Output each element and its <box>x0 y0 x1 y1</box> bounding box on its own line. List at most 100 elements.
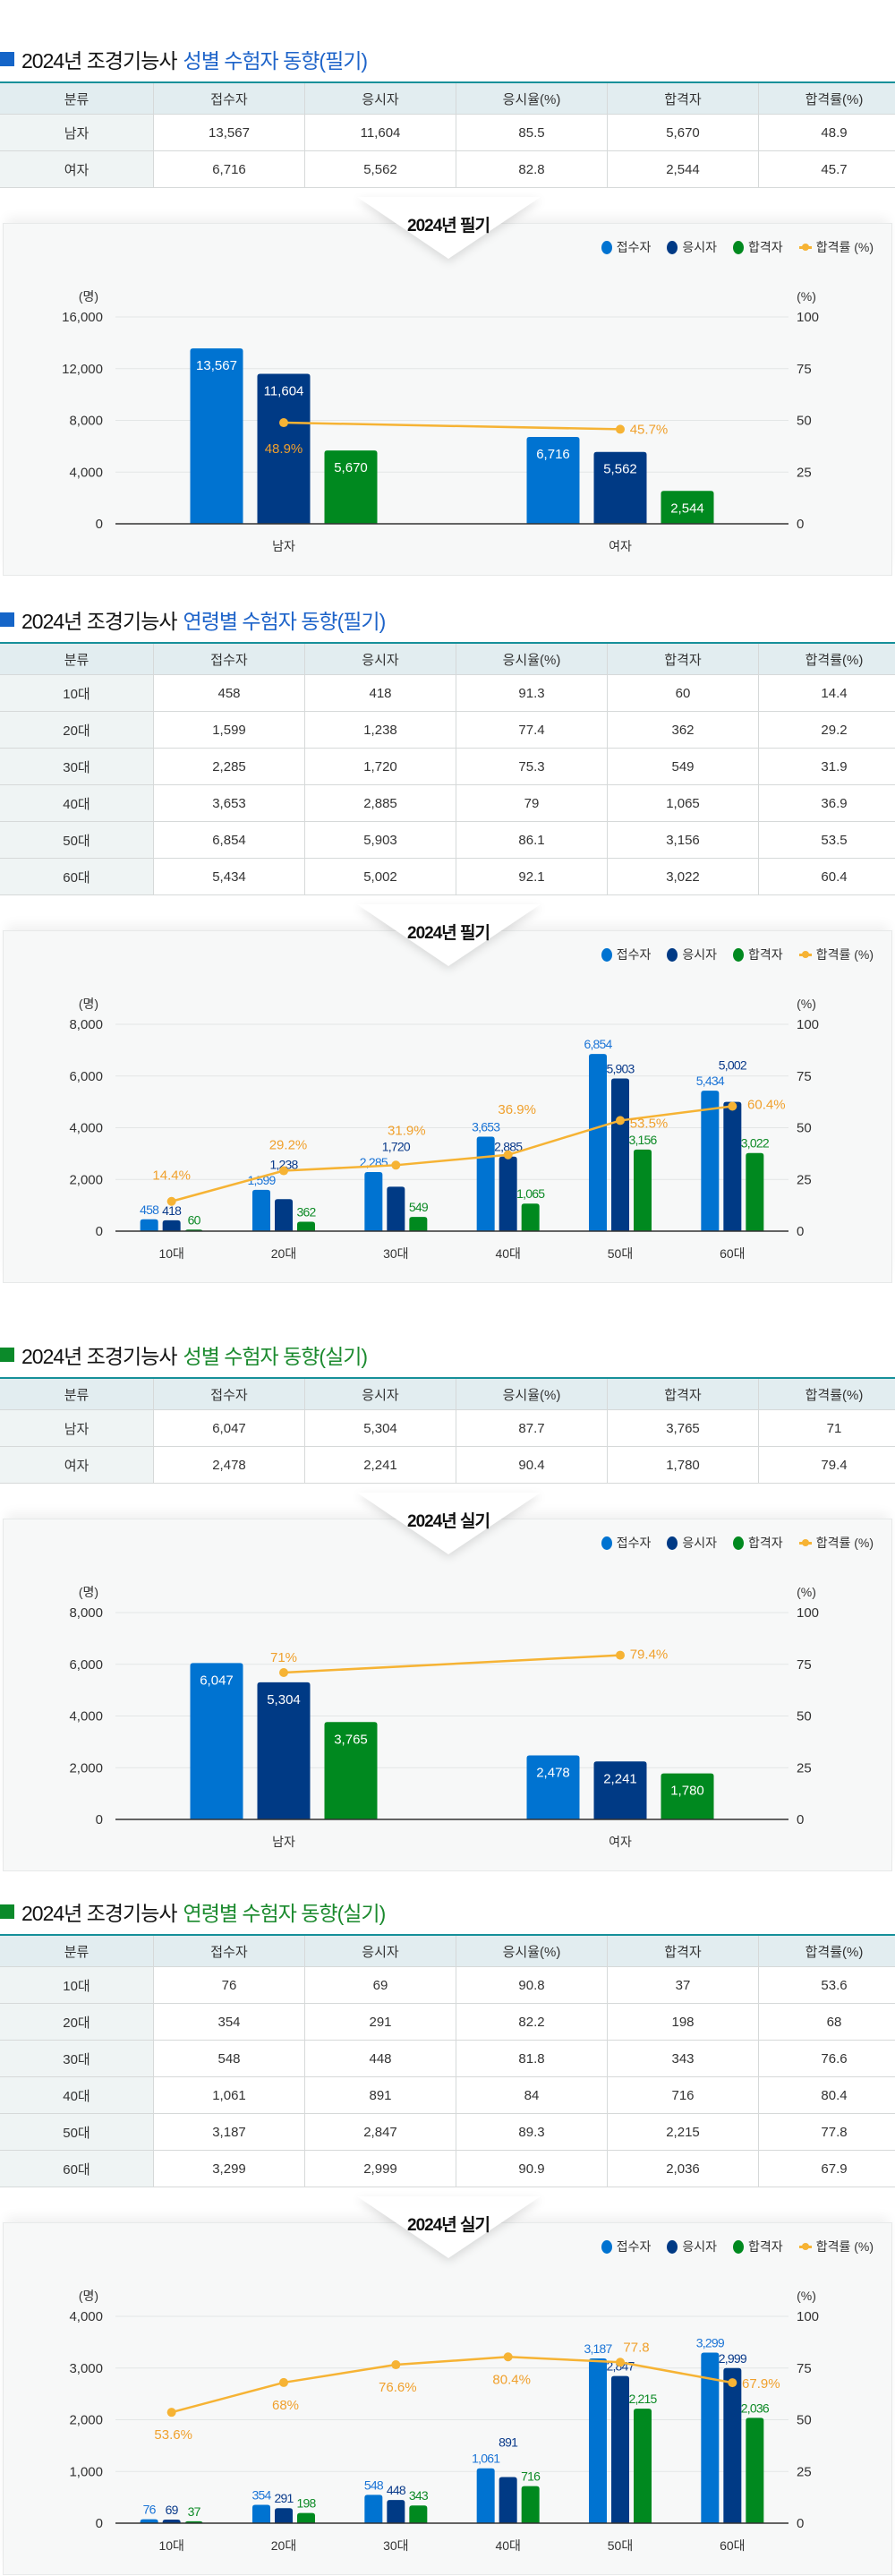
bar-접수자 <box>252 1190 270 1231</box>
column-header: 응시자 <box>305 82 456 115</box>
column-header: 접수자 <box>154 82 305 115</box>
table-cell: 53.6 <box>759 1967 895 2004</box>
pass-rate-point <box>504 1151 513 1160</box>
x-category-label: 20대 <box>271 1246 296 1261</box>
x-category-label: 20대 <box>271 2538 296 2553</box>
y-left-tick-label: 2,000 <box>69 1172 103 1187</box>
table-cell: 76.6 <box>759 2041 895 2077</box>
table-cell: 1,065 <box>608 785 759 822</box>
x-category-label: 남자 <box>272 539 295 553</box>
pass-rate-point <box>279 1668 288 1677</box>
table-cell: 1,720 <box>305 749 456 785</box>
x-category-label: 40대 <box>495 1246 520 1261</box>
x-category-label: 60대 <box>720 2538 745 2553</box>
table-cell: 11,604 <box>305 115 456 151</box>
pass-rate-label: 68% <box>272 2398 299 2413</box>
table-cell: 3,156 <box>608 822 759 859</box>
bar-응시자 <box>163 1220 181 1231</box>
bar-합격자 <box>409 2505 427 2523</box>
x-category-label: 40대 <box>495 2538 520 2553</box>
bar-접수자 <box>477 1137 495 1231</box>
table-cell: 45.7 <box>759 151 895 188</box>
bar-data-label: 198 <box>297 2496 317 2511</box>
bar-data-label: 3,653 <box>472 1120 500 1134</box>
table-cell: 6,047 <box>154 1410 305 1447</box>
pass-rate-label: 31.9% <box>388 1123 426 1138</box>
pass-rate-label: 76.6% <box>379 2380 417 2395</box>
bar-data-label: 2,241 <box>603 1771 637 1786</box>
bar-접수자 <box>191 348 243 524</box>
table-cell: 291 <box>305 2004 456 2041</box>
pass-rate-label: 67.9% <box>742 2376 780 2392</box>
y-left-tick-label: 2,000 <box>69 2413 103 2428</box>
column-header: 응시자 <box>305 1378 456 1410</box>
table-cell: 1,061 <box>154 2077 305 2114</box>
table-cell: 5,670 <box>608 115 759 151</box>
y-axis-right-unit: (%) <box>797 997 816 1011</box>
y-left-tick-label: 16,000 <box>62 310 103 325</box>
y-axis-right-unit: (%) <box>797 1585 816 1599</box>
table-cell: 2,036 <box>608 2151 759 2187</box>
bar-응시자 <box>611 2376 629 2523</box>
y-right-tick-label: 75 <box>797 1657 812 1673</box>
table-cell: 2,241 <box>305 1447 456 1484</box>
table-cell: 89.3 <box>456 2114 608 2151</box>
y-left-tick-label: 4,000 <box>69 465 103 480</box>
bar-응시자 <box>387 2500 405 2523</box>
chart-plot: (명)(%)02,0004,0006,0008,00002550751006,0… <box>1 1519 895 1872</box>
pass-rate-point <box>167 1197 176 1206</box>
bar-data-label: 3,187 <box>584 2341 612 2356</box>
pass-rate-point <box>279 418 288 427</box>
bar-합격자 <box>746 2418 763 2523</box>
bar-data-label: 2,544 <box>670 501 704 516</box>
y-right-tick-label: 100 <box>797 1017 819 1032</box>
pass-rate-point <box>616 1651 625 1660</box>
column-header: 응시율(%) <box>456 82 608 115</box>
table-cell: 3,653 <box>154 785 305 822</box>
bar-data-label: 716 <box>521 2469 541 2484</box>
row-label: 30대 <box>0 2041 154 2077</box>
table-cell: 362 <box>608 712 759 749</box>
column-header: 분류 <box>0 1378 154 1410</box>
table-cell: 79 <box>456 785 608 822</box>
x-category-label: 10대 <box>158 2538 183 2553</box>
y-right-tick-label: 0 <box>797 1224 804 1239</box>
bar-data-label: 5,903 <box>606 1062 635 1076</box>
column-header: 합격률(%) <box>759 1935 895 1967</box>
table-cell: 458 <box>154 675 305 712</box>
chart-plot: (명)(%)02,0004,0006,0008,0000255075100458… <box>1 931 895 1284</box>
table-cell: 2,544 <box>608 151 759 188</box>
bar-접수자 <box>589 1054 607 1231</box>
bar-data-label: 3,022 <box>741 1136 770 1151</box>
y-right-tick-label: 75 <box>797 362 812 377</box>
pass-rate-point <box>504 2352 513 2361</box>
table-cell: 891 <box>305 2077 456 2114</box>
table-cell: 5,562 <box>305 151 456 188</box>
y-right-tick-label: 50 <box>797 414 812 429</box>
y-right-tick-label: 50 <box>797 2413 812 2428</box>
table-cell: 418 <box>305 675 456 712</box>
title-square-icon <box>0 52 14 66</box>
bar-data-label: 11,604 <box>264 383 304 398</box>
bar-data-label: 3,156 <box>628 1133 657 1147</box>
column-header: 응시율(%) <box>456 643 608 675</box>
y-left-tick-label: 4,000 <box>69 2309 103 2324</box>
